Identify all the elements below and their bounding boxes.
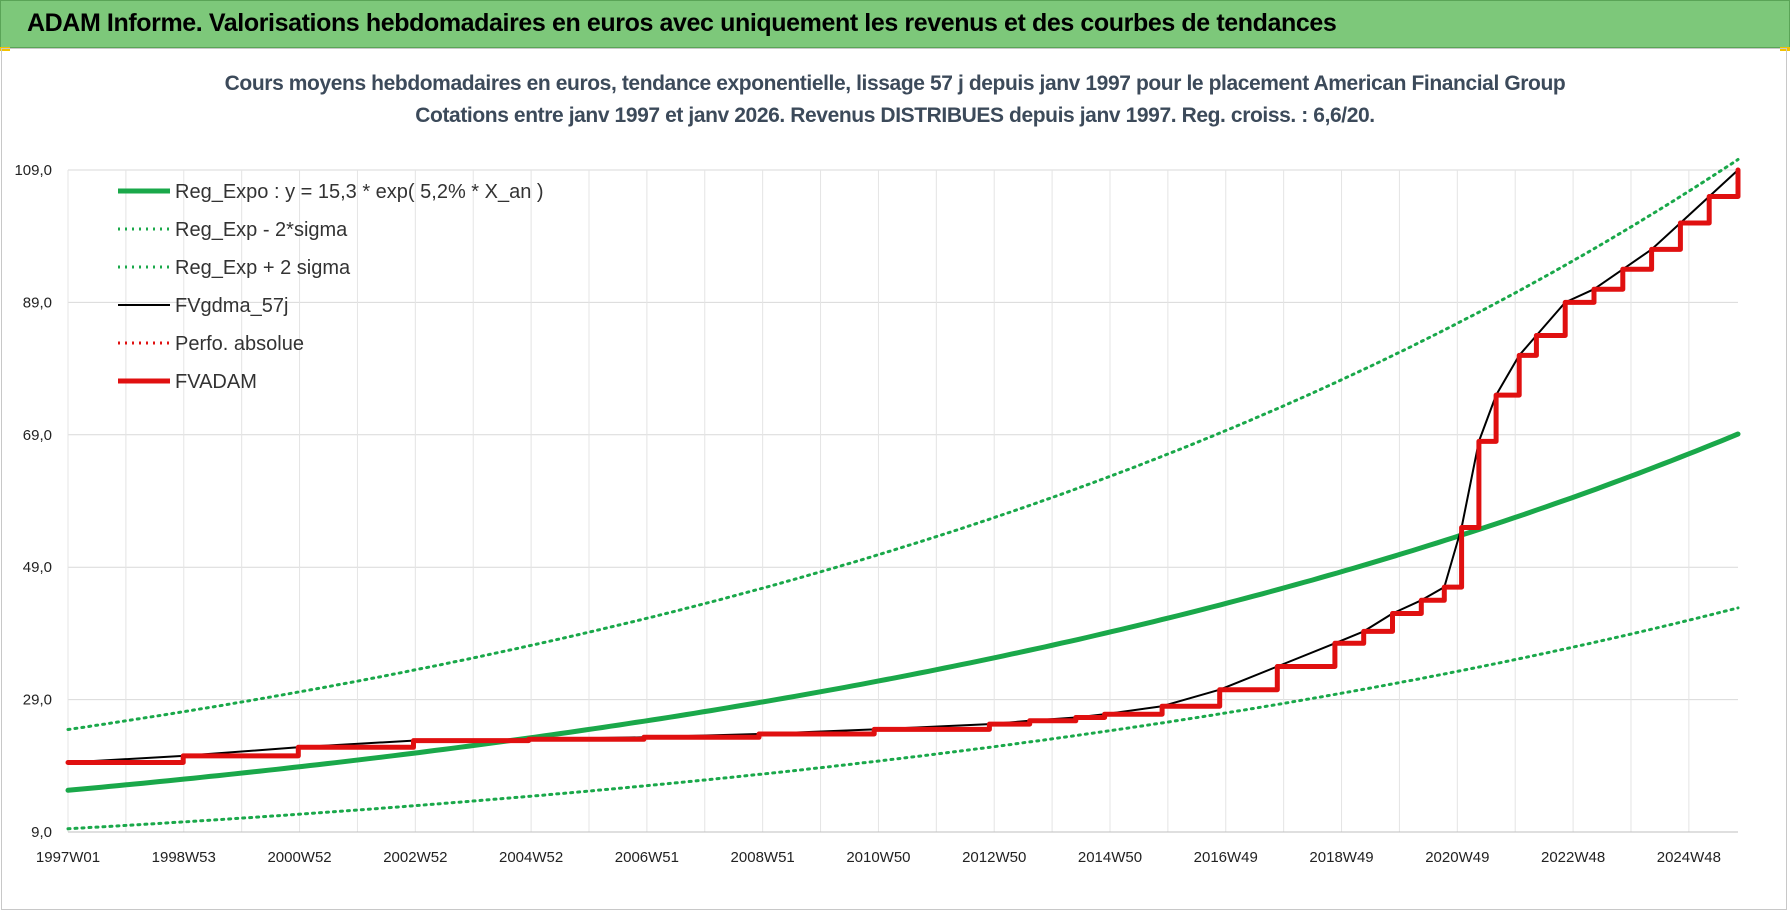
x-tick-label: 2006W51 <box>615 849 679 866</box>
chart-subtitle: Cotations entre janv 1997 et janv 2026. … <box>415 104 1375 127</box>
x-tick-label: 2022W48 <box>1541 849 1605 866</box>
y-tick-label: 89,0 <box>23 294 52 311</box>
x-tick-label: 2024W48 <box>1657 849 1721 866</box>
y-tick-label: 9,0 <box>31 824 52 841</box>
x-tick-label: 2000W52 <box>267 849 331 866</box>
legend-label: Reg_Exp - 2*sigma <box>175 219 348 241</box>
series-lines <box>65 158 1741 831</box>
chart-frame <box>1 48 1787 910</box>
legend-label: FVADAM <box>175 371 257 393</box>
y-axis-ticks: 9,0 29,0 49,0 69,0 89,0 109,0 <box>14 162 52 841</box>
grid-lines <box>67 169 1738 833</box>
corner-marker <box>0 47 10 51</box>
y-tick-label: 109,0 <box>14 162 52 179</box>
report-banner: ADAM Informe. Valorisations hebdomadaire… <box>0 0 1790 48</box>
report-title: ADAM Informe. Valorisations hebdomadaire… <box>27 9 1337 37</box>
corner-marker <box>1780 47 1790 51</box>
x-tick-label: 2002W52 <box>383 849 447 866</box>
series-line <box>65 167 1741 765</box>
y-tick-label: 69,0 <box>23 427 52 444</box>
y-tick-label: 29,0 <box>23 692 52 709</box>
legend-label: FVgdma_57j <box>175 295 288 317</box>
x-tick-label: 2018W49 <box>1309 849 1373 866</box>
series-line <box>66 606 1740 831</box>
legend-label: Reg_Exp + 2 sigma <box>175 257 351 279</box>
x-tick-label: 2014W50 <box>1078 849 1142 866</box>
series-line <box>65 431 1741 793</box>
legend: Reg_Expo : y = 15,3 * exp( 5,2% * X_an )… <box>118 181 544 393</box>
x-tick-label: 2010W50 <box>846 849 910 866</box>
x-tick-label: 2008W51 <box>731 849 795 866</box>
x-tick-label: 2020W49 <box>1425 849 1489 866</box>
x-tick-label: 2004W52 <box>499 849 563 866</box>
chart-title: Cours moyens hebdomadaires en euros, ten… <box>224 72 1566 95</box>
legend-label: Perfo. absolue <box>175 333 304 355</box>
x-tick-label: 1997W01 <box>36 849 100 866</box>
x-tick-label: 2016W49 <box>1194 849 1258 866</box>
x-axis-ticks: 1997W01 1998W53 2000W52 2002W52 2004W52 2006W… <box>36 849 1721 866</box>
x-tick-label: 2012W50 <box>962 849 1026 866</box>
x-tick-label: 1998W53 <box>152 849 216 866</box>
legend-label: Reg_Expo : y = 15,3 * exp( 5,2% * X_an ) <box>175 181 544 203</box>
y-tick-label: 49,0 <box>23 559 52 576</box>
series-line <box>66 158 1740 731</box>
